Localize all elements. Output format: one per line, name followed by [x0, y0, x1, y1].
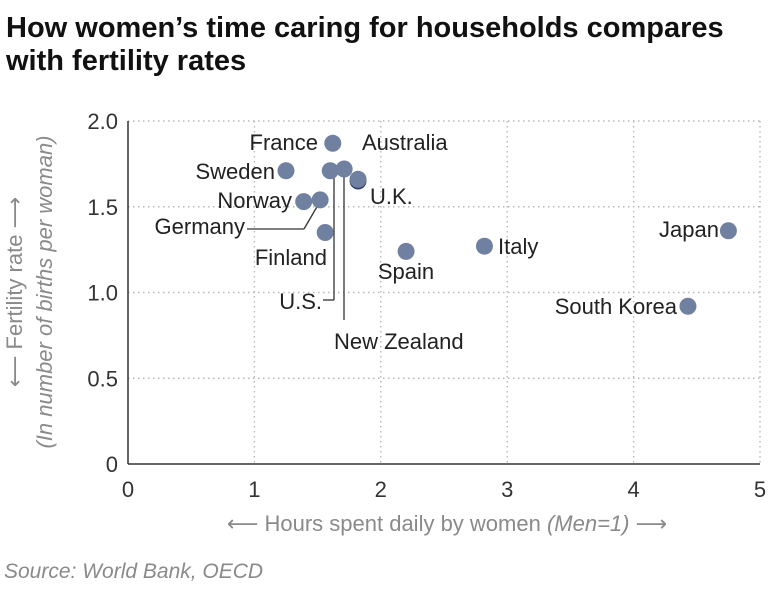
y-axis-subtitle: (In number of births per woman): [32, 135, 57, 448]
x-axis-title: ⟵ Hours spent daily by women (Men=1) ⟶: [227, 511, 667, 536]
point-label: Finland: [255, 245, 327, 270]
y-tick-label: 0.5: [87, 366, 118, 391]
x-tick-label: 0: [122, 477, 134, 502]
point-label: New Zealand: [334, 329, 464, 354]
y-tick-label: 1.0: [87, 281, 118, 306]
x-tick-label: 5: [754, 477, 766, 502]
x-tick-label: 2: [375, 477, 387, 502]
point-label: Spain: [378, 259, 434, 284]
point-label: Sweden: [195, 159, 275, 184]
data-point: [397, 242, 415, 260]
y-axis-title: ⟵ Fertility rate ⟶: [2, 197, 27, 387]
y-tick-label: 1.5: [87, 195, 118, 220]
point-label: Italy: [498, 234, 538, 259]
chart-title: How women’s time caring for households c…: [6, 12, 724, 77]
data-point: [475, 237, 493, 255]
data-point: [679, 297, 697, 315]
point-label: France: [250, 130, 318, 155]
data-point: [349, 170, 367, 188]
y-tick-label: 2.0: [87, 109, 118, 134]
leader-lines: [247, 176, 345, 320]
data-points: [277, 134, 737, 315]
point-label: U.S.: [279, 289, 322, 314]
data-point: [324, 134, 342, 152]
axes: 0 0.5 1.0 1.5 2.0 0 1 2 3 4 5: [87, 109, 766, 502]
x-tick-label: 1: [248, 477, 260, 502]
leader-line: [303, 204, 319, 230]
data-point: [719, 222, 737, 240]
x-tick-label: 3: [501, 477, 513, 502]
point-label: Australia: [362, 130, 448, 155]
x-tick-label: 4: [627, 477, 639, 502]
data-point: [311, 191, 329, 209]
data-point: [321, 162, 339, 180]
point-label: Norway: [217, 188, 292, 213]
grid: [128, 120, 761, 464]
data-point: [335, 160, 353, 178]
point-label: Japan: [659, 217, 719, 242]
data-point: [316, 223, 334, 241]
point-label: Germany: [155, 214, 245, 239]
point-label: U.K.: [370, 184, 413, 209]
source-note: Source: World Bank, OECD: [4, 560, 264, 583]
y-tick-label: 0: [106, 452, 118, 477]
data-point: [295, 193, 313, 211]
point-label: South Korea: [555, 294, 678, 319]
data-point: [277, 162, 295, 180]
point-labels: France Sweden Australia U.S. U.K. NorwayGerma…: [155, 130, 719, 354]
axis-titles: ⟵ Hours spent daily by women (Men=1) ⟶ ⟵ …: [2, 135, 667, 536]
